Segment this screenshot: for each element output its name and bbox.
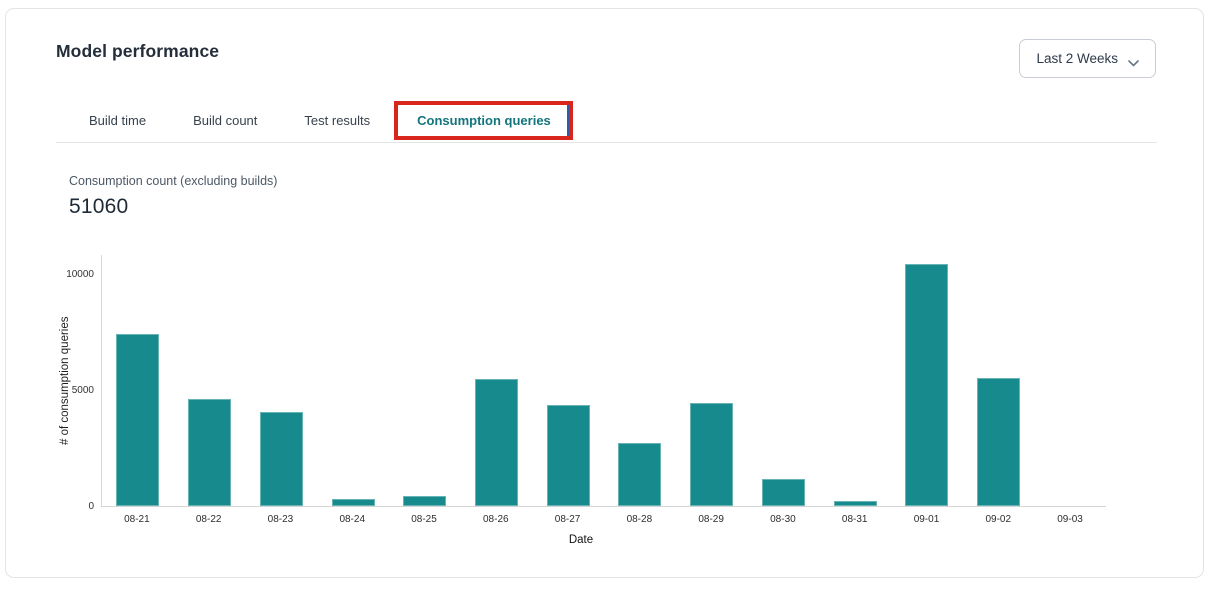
bar-column-08-27 xyxy=(532,255,604,506)
bar-08-27[interactable] xyxy=(546,405,590,506)
bar-08-25[interactable] xyxy=(403,496,447,506)
x-axis-title: Date xyxy=(568,534,594,546)
plot-bars xyxy=(101,255,1106,507)
bar-column-08-30 xyxy=(747,255,819,506)
x-axis-tick-labels: 08-21 08-22 08-23 08-24 08-25 08-26 08-27 08-28… xyxy=(101,514,1106,525)
tab-build-count[interactable]: Build count xyxy=(193,113,258,128)
bar-08-22[interactable] xyxy=(188,399,232,506)
bar-column-08-25 xyxy=(389,255,461,506)
period-selector-value: Last 2 Weeks xyxy=(1036,51,1118,66)
y-axis-ticks: 0 5000 10000 xyxy=(66,255,101,512)
metric-value: 51060 xyxy=(69,195,129,218)
bar-09-01[interactable] xyxy=(905,264,949,506)
bar-column-09-03 xyxy=(1034,255,1106,506)
bar-08-26[interactable] xyxy=(474,378,518,506)
bar-column-08-24 xyxy=(317,255,389,506)
x-tick-label: 09-01 xyxy=(913,514,940,525)
tab-consumption-queries-wrap: Consumption queries xyxy=(394,101,573,140)
x-tick-label: 08-26 xyxy=(483,514,509,525)
x-tick-label: 08-29 xyxy=(698,514,724,525)
model-performance-card: Model performance Last 2 Weeks Build tim… xyxy=(5,8,1204,578)
metric-block: Consumption count (excluding builds) 510… xyxy=(69,174,1203,219)
bar-column-09-02 xyxy=(963,255,1035,506)
bar-09-02[interactable] xyxy=(976,377,1020,506)
bar-column-08-22 xyxy=(174,255,246,506)
y-axis-title: # of consumption queries xyxy=(59,316,71,446)
bar-08-29[interactable] xyxy=(690,402,734,506)
y-tick-label: 0 xyxy=(88,501,94,512)
x-tick-label: 08-27 xyxy=(554,514,581,525)
chart-body: # of consumption queries 0 5000 10000 08-2… xyxy=(56,255,1106,525)
tab-bar: Build time Build count Test results Cons… xyxy=(56,101,1157,143)
plot-area: 08-21 08-22 08-23 08-24 08-25 08-26 08-27 08-28… xyxy=(101,255,1106,525)
x-tick-label: 08-21 xyxy=(124,514,150,525)
bar-column-08-28 xyxy=(604,255,676,506)
bar-08-24[interactable] xyxy=(331,499,375,506)
x-tick-label: 08-23 xyxy=(267,514,294,525)
period-selector-dropdown[interactable]: Last 2 Weeks xyxy=(1019,39,1156,78)
bar-08-21[interactable] xyxy=(116,334,160,506)
x-tick-label: 08-28 xyxy=(626,514,653,525)
y-tick-label: 10000 xyxy=(66,269,94,280)
bar-column-08-26 xyxy=(461,255,533,506)
page-title: Model performance xyxy=(56,41,220,61)
card-header: Model performance Last 2 Weeks xyxy=(6,9,1203,79)
x-tick-label: 08-24 xyxy=(339,514,366,525)
metric-label: Consumption count (excluding builds) xyxy=(69,174,278,188)
bar-column-08-29 xyxy=(676,255,748,506)
x-tick-label: 08-30 xyxy=(770,514,796,525)
chevron-down-icon xyxy=(1128,55,1139,67)
tab-consumption-queries[interactable]: Consumption queries xyxy=(417,113,551,128)
bar-08-28[interactable] xyxy=(618,443,662,506)
bar-08-31[interactable] xyxy=(833,501,877,506)
tab-test-results[interactable]: Test results xyxy=(304,113,371,128)
bar-column-08-21 xyxy=(102,255,174,506)
x-tick-label: 08-31 xyxy=(841,514,868,525)
consumption-queries-bar-chart: # of consumption queries 0 5000 10000 08-2… xyxy=(56,255,1106,546)
x-tick-label: 08-22 xyxy=(195,514,222,525)
tab-build-time[interactable]: Build time xyxy=(89,113,147,128)
bar-column-08-23 xyxy=(245,255,317,506)
bar-column-08-31 xyxy=(819,255,891,506)
bar-column-09-01 xyxy=(891,255,963,506)
y-tick-label: 5000 xyxy=(71,385,94,396)
x-tick-label: 08-25 xyxy=(411,514,437,525)
x-tick-label: 09-03 xyxy=(1057,514,1083,525)
x-tick-label: 09-02 xyxy=(985,514,1012,525)
bar-08-30[interactable] xyxy=(761,479,805,506)
bar-08-23[interactable] xyxy=(259,412,303,506)
